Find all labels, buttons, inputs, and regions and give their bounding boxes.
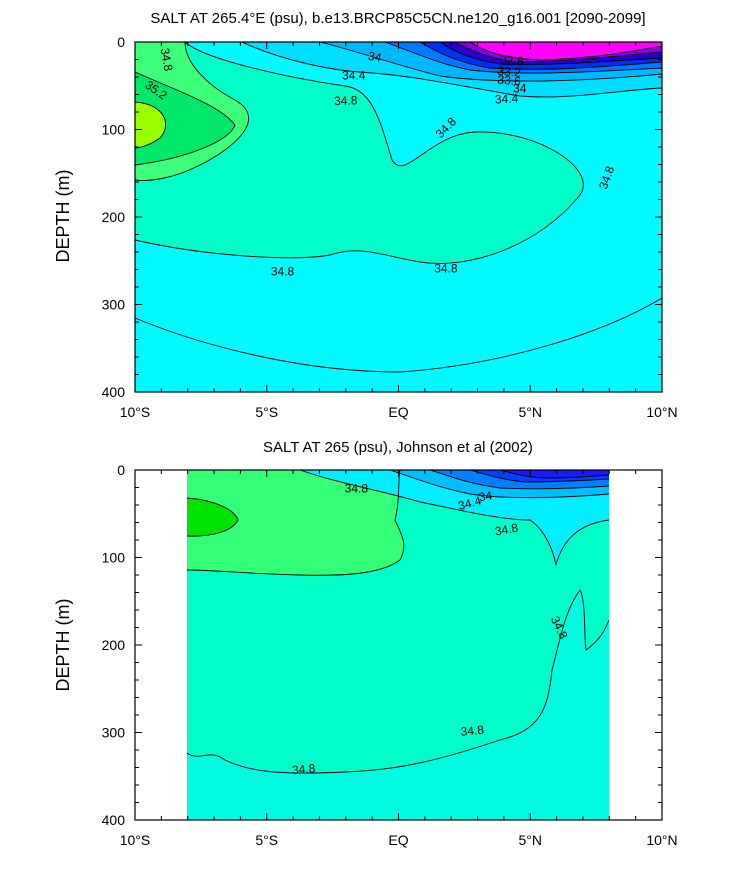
y-tick-label: 400 <box>102 384 126 400</box>
axis-ticks: 10°S 5°S EQ 5°N 10°N 0 100 200 300 400 <box>102 462 678 848</box>
contour-label: 34.8 <box>334 93 358 108</box>
contour-label: 32.8 <box>500 52 525 68</box>
x-tick-label: 5°N <box>519 832 543 848</box>
x-tick-label: 10°N <box>646 832 677 848</box>
contour-lines <box>134 41 663 373</box>
contour-label: 34.8 <box>158 47 176 73</box>
panel-model: SALT AT 265.4°E (psu), b.e13.BRCP85C5CN.… <box>53 10 678 420</box>
contour-label: 34 <box>478 488 494 504</box>
contour-label: 33.2 <box>497 64 522 80</box>
contour-label: 34.8 <box>460 723 485 739</box>
contour-label: 34.8 <box>271 264 295 278</box>
contour-label: 34.8 <box>434 262 458 276</box>
contour-label: 34 <box>513 81 527 95</box>
contour-label: 33.6 <box>497 73 522 89</box>
contour-label: 34 <box>367 49 383 65</box>
x-tick-label: 5°S <box>255 404 278 420</box>
contour-label: 34.4 <box>495 91 519 106</box>
panel-title: SALT AT 265.4°E (psu), b.e13.BRCP85C5CN.… <box>150 10 645 27</box>
contour-fills <box>135 42 662 392</box>
axis-ticks: 10°S 5°S EQ 5°N 10°N 0 100 200 300 400 <box>102 34 678 420</box>
x-tick-label: 10°N <box>646 404 677 420</box>
x-tick-label: 5°S <box>255 832 278 848</box>
panel-observations: SALT AT 265 (psu), Johnson et al (2002) … <box>53 439 678 848</box>
contour-label: 34.8 <box>345 481 369 495</box>
y-axis-label: DEPTH (m) <box>53 599 73 692</box>
panel-title: SALT AT 265 (psu), Johnson et al (2002) <box>263 439 533 456</box>
y-tick-label: 100 <box>102 122 126 138</box>
y-tick-label: 200 <box>102 209 126 225</box>
x-tick-label: 10°S <box>120 404 151 420</box>
contour-label: 34.4 <box>457 493 483 513</box>
contour-label: 34.8 <box>494 521 520 539</box>
y-tick-label: 200 <box>102 637 126 653</box>
y-tick-label: 300 <box>102 297 126 313</box>
y-tick-label: 0 <box>117 462 125 478</box>
contour-lines <box>186 469 610 774</box>
contour-label: 34.8 <box>291 761 316 777</box>
x-tick-label: EQ <box>388 404 408 420</box>
contour-label: 34.4 <box>342 68 366 82</box>
y-tick-label: 400 <box>102 812 126 828</box>
x-tick-label: 10°S <box>120 832 151 848</box>
contour-fills <box>187 470 609 820</box>
y-tick-label: 100 <box>102 550 126 566</box>
x-tick-label: 5°N <box>519 404 543 420</box>
x-tick-label: EQ <box>388 832 408 848</box>
y-axis-label: DEPTH (m) <box>53 170 73 263</box>
y-tick-label: 300 <box>102 725 126 741</box>
y-tick-label: 0 <box>117 34 125 50</box>
